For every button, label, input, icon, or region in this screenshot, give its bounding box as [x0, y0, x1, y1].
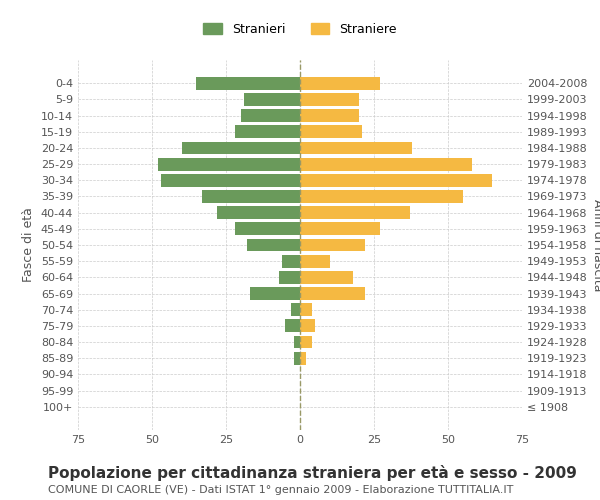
- Bar: [250, 287, 300, 300]
- Bar: [300, 287, 365, 300]
- Bar: [300, 238, 365, 252]
- Text: Popolazione per cittadinanza straniera per età e sesso - 2009: Popolazione per cittadinanza straniera p…: [48, 465, 577, 481]
- Legend: Stranieri, Straniere: Stranieri, Straniere: [198, 18, 402, 41]
- Bar: [300, 352, 306, 364]
- Bar: [300, 126, 362, 138]
- Bar: [294, 352, 300, 364]
- Bar: [300, 222, 380, 235]
- Bar: [294, 336, 300, 348]
- Bar: [300, 93, 359, 106]
- Bar: [300, 254, 329, 268]
- Y-axis label: Anni di nascita: Anni di nascita: [591, 198, 600, 291]
- Bar: [282, 254, 300, 268]
- Bar: [300, 271, 353, 284]
- Bar: [300, 336, 312, 348]
- Bar: [196, 77, 300, 90]
- Bar: [300, 190, 463, 203]
- Bar: [247, 238, 300, 252]
- Bar: [235, 222, 300, 235]
- Bar: [300, 77, 380, 90]
- Bar: [300, 174, 493, 187]
- Bar: [285, 320, 300, 332]
- Bar: [161, 174, 300, 187]
- Y-axis label: Fasce di età: Fasce di età: [22, 208, 35, 282]
- Bar: [300, 303, 312, 316]
- Bar: [300, 206, 410, 219]
- Bar: [300, 158, 472, 170]
- Bar: [235, 126, 300, 138]
- Bar: [182, 142, 300, 154]
- Bar: [217, 206, 300, 219]
- Bar: [300, 320, 315, 332]
- Bar: [158, 158, 300, 170]
- Text: COMUNE DI CAORLE (VE) - Dati ISTAT 1° gennaio 2009 - Elaborazione TUTTITALIA.IT: COMUNE DI CAORLE (VE) - Dati ISTAT 1° ge…: [48, 485, 514, 495]
- Bar: [244, 93, 300, 106]
- Bar: [300, 109, 359, 122]
- Bar: [202, 190, 300, 203]
- Bar: [241, 109, 300, 122]
- Bar: [279, 271, 300, 284]
- Bar: [300, 142, 412, 154]
- Bar: [291, 303, 300, 316]
